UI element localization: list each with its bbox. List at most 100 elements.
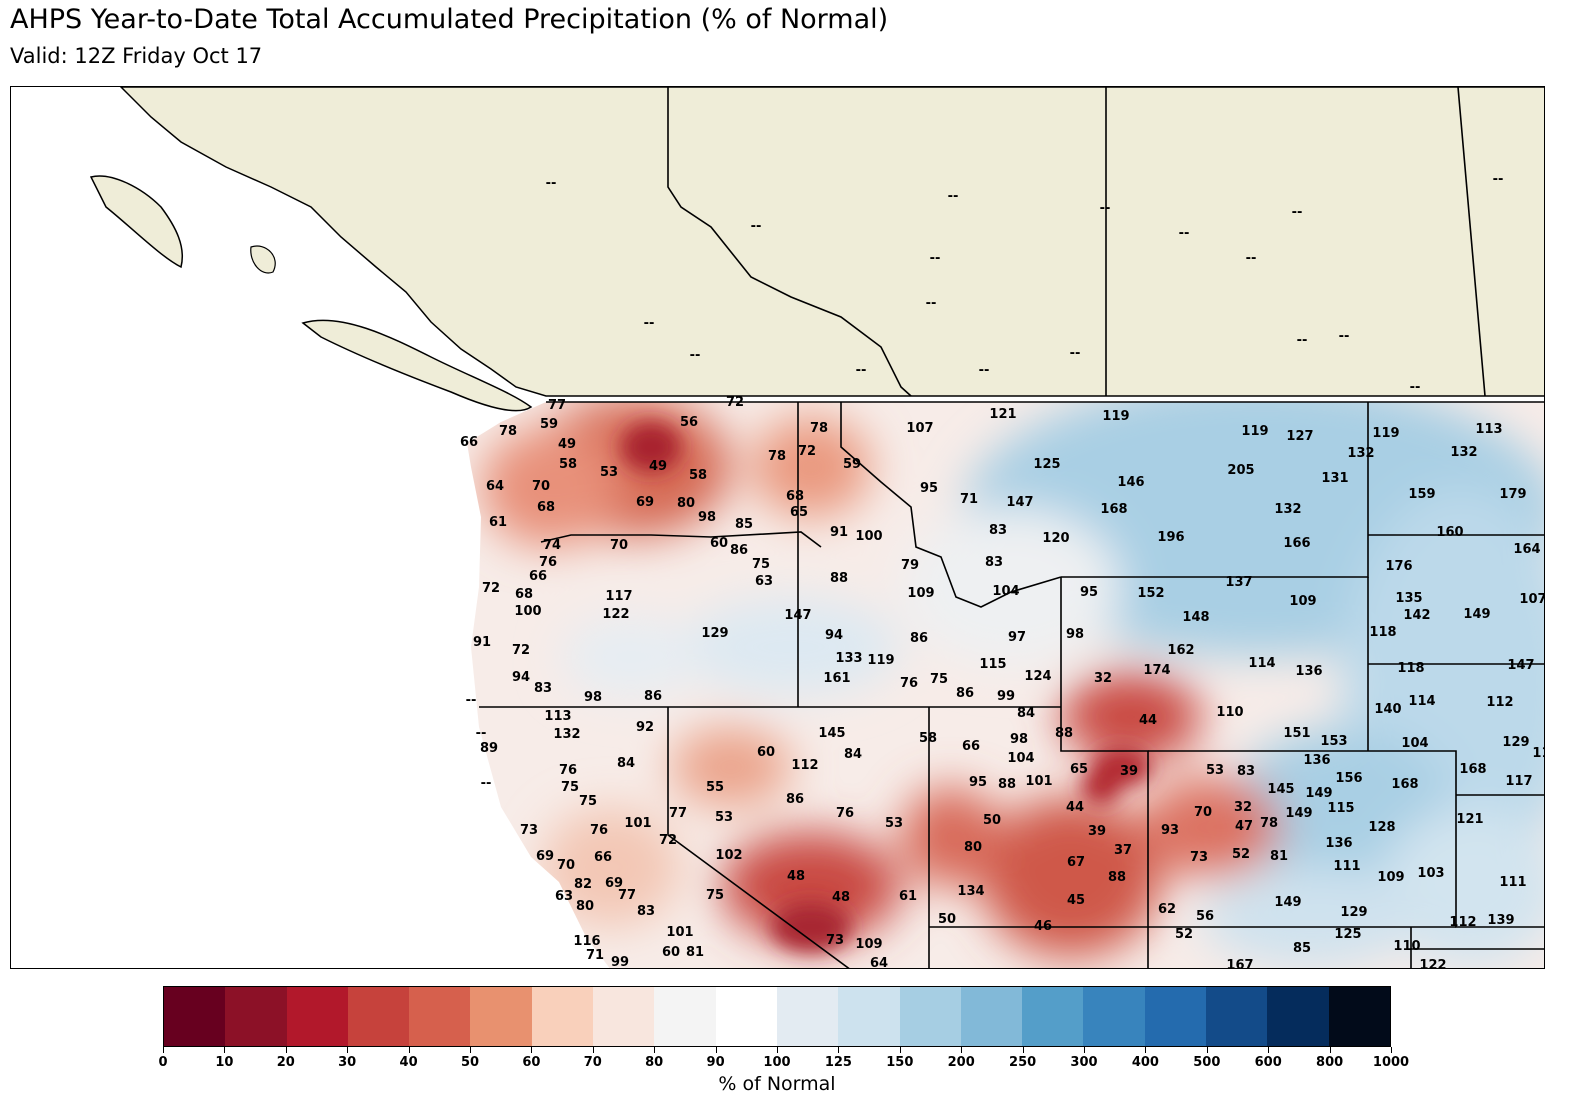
station-value: 148: [1182, 610, 1210, 625]
colorbar-bin: [286, 987, 348, 1046]
station-value: 110: [1393, 939, 1421, 954]
station-value: 60: [661, 945, 681, 960]
station-value: 93: [1160, 823, 1180, 838]
station-value: 77: [668, 806, 688, 821]
colorbar-bin: [1267, 987, 1329, 1046]
station-value: 64: [485, 479, 505, 494]
station-value: 109: [907, 586, 935, 601]
station-value: 83: [636, 904, 656, 919]
station-value: 149: [1463, 607, 1491, 622]
colorbar-tick-label: 300: [1070, 1055, 1098, 1070]
colorbar-tick: [408, 1047, 410, 1053]
station-value: 115: [1327, 801, 1355, 816]
station-value: 152: [1137, 586, 1165, 601]
station-value: 127: [1286, 429, 1314, 444]
station-value: 117: [605, 589, 633, 604]
station-value: 119: [867, 653, 895, 668]
station-value: 101: [624, 816, 652, 831]
colorbar-tick-label: 90: [706, 1055, 725, 1070]
station-value: 74: [542, 538, 562, 553]
station-value: 113: [1475, 422, 1503, 437]
station-value: 95: [968, 775, 988, 790]
map-canvas: [89, 87, 1544, 968]
colorbar-bin: [1328, 987, 1390, 1046]
vancouver-island: [301, 319, 533, 412]
station-value: 80: [575, 899, 595, 914]
colorbar-tick-label: 20: [276, 1055, 295, 1070]
station-value: 56: [679, 415, 699, 430]
colorbar-bin: [838, 987, 900, 1046]
colorbar-tick-label: 250: [1009, 1055, 1037, 1070]
station-value: 91: [472, 635, 492, 650]
station-value: 39: [1119, 764, 1139, 779]
station-value: 136: [1325, 836, 1353, 851]
colorbar-tick: [470, 1047, 471, 1053]
station-value: 72: [725, 395, 745, 410]
station-value: 100: [855, 529, 883, 544]
station-value: 167: [1226, 958, 1254, 969]
station-value: 75: [560, 780, 580, 795]
station-value: 46: [1033, 919, 1053, 934]
station-value: 72: [481, 581, 501, 596]
colorbar-tick: [654, 1047, 656, 1053]
colorbar-tick-label: 40: [399, 1055, 418, 1070]
colorbar-tick-label: 80: [645, 1055, 664, 1070]
station-value: 205: [1227, 463, 1255, 478]
colorbar-tick: [1391, 1047, 1392, 1053]
station-value: 132: [1450, 445, 1478, 460]
station-value: 104: [992, 584, 1020, 599]
station-value: 118: [1369, 625, 1397, 640]
station-value: 104: [1007, 751, 1035, 766]
station-value: 140: [1374, 702, 1402, 717]
colorbar-tick-label: 400: [1131, 1055, 1159, 1070]
boundaries: [479, 87, 1544, 968]
colorbar-tick: [1329, 1047, 1331, 1053]
station-value: 97: [1007, 630, 1027, 645]
station-value: 56: [1195, 909, 1215, 924]
station-value: 121: [1456, 812, 1484, 827]
colorbar-tick-label: 150: [886, 1055, 914, 1070]
station-value: 114: [1248, 656, 1276, 671]
colorbar-bin: [899, 987, 961, 1046]
colorbar-tick-label: 30: [338, 1055, 357, 1070]
station-value: 91: [829, 525, 849, 540]
station-value: 44: [1138, 713, 1158, 728]
colorbar-tick-label: 600: [1254, 1055, 1282, 1070]
station-value: 79: [900, 558, 920, 573]
colorbar-bin: [1083, 987, 1145, 1046]
colorbar-tick-label: 500: [1193, 1055, 1221, 1070]
station-value: 129: [1340, 905, 1368, 920]
station-value: 95: [1079, 585, 1099, 600]
station-value: 131: [1321, 471, 1349, 486]
station-value: 60: [756, 745, 776, 760]
station-value: 68: [514, 587, 534, 602]
station-value: 71: [959, 492, 979, 507]
station-value: 111: [1499, 875, 1527, 890]
station-value: 50: [937, 912, 957, 927]
station-value: 53: [599, 465, 619, 480]
station-value: 80: [963, 840, 983, 855]
station-value: 52: [1174, 927, 1194, 942]
station-value: 49: [557, 437, 577, 452]
station-value: 92: [635, 720, 655, 735]
station-value: 66: [528, 569, 548, 584]
station-value: 72: [658, 833, 678, 848]
station-value: 109: [1289, 594, 1317, 609]
station-value: 53: [714, 810, 734, 825]
station-value: 73: [519, 823, 539, 838]
station-value: 137: [1225, 575, 1253, 590]
colorbar-tick: [1206, 1047, 1208, 1053]
station-value: 53: [884, 816, 904, 831]
colorbar-bin: [654, 987, 716, 1046]
station-value: 72: [511, 643, 531, 658]
station-value: 68: [536, 500, 556, 515]
station-value: 59: [539, 417, 559, 432]
colorbar-bin: [164, 987, 226, 1046]
station-value: 116: [573, 934, 601, 949]
station-missing-value: --: [545, 176, 557, 191]
station-value: 45: [1066, 893, 1086, 908]
station-value: 55: [705, 780, 725, 795]
station-value: 83: [1236, 764, 1256, 779]
station-value: 117: [1505, 774, 1533, 789]
station-value: 151: [1283, 726, 1311, 741]
